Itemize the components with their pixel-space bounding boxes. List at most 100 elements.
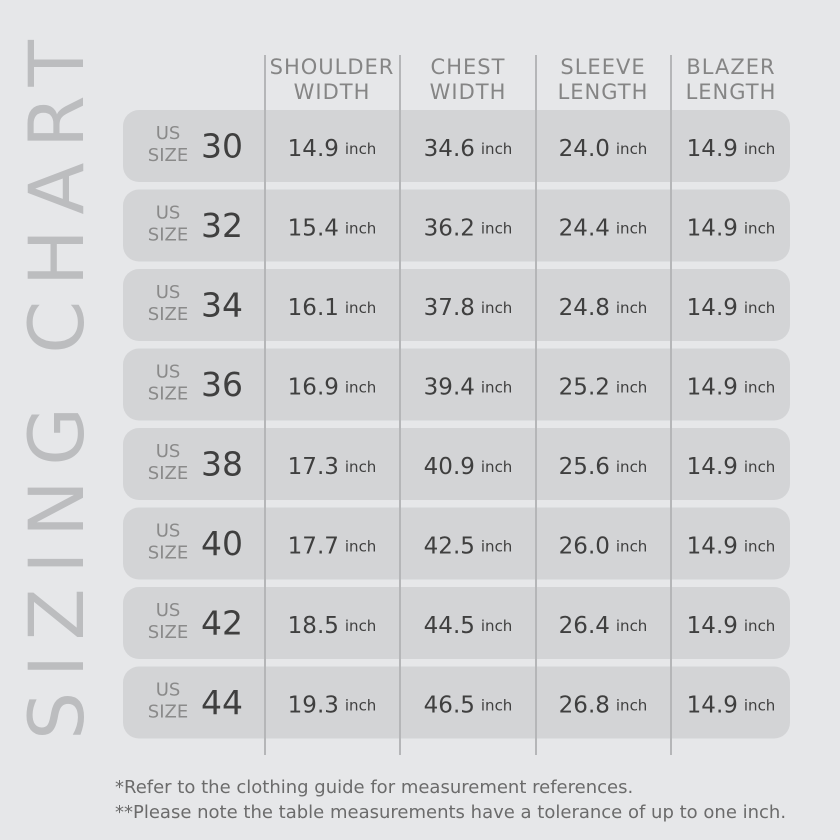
unit: inch — [481, 696, 512, 714]
unit: inch — [744, 299, 775, 317]
unit: inch — [345, 458, 376, 476]
value: 16.1 — [288, 295, 339, 321]
measurement: 14.9 inch — [687, 136, 776, 162]
measurement: 17.7 inch — [288, 533, 377, 559]
unit: inch — [345, 140, 376, 158]
measurement: 26.0 inch — [559, 533, 648, 559]
measurement: 14.9 inch — [687, 613, 776, 639]
size-number: 30 — [201, 127, 243, 166]
unit: inch — [744, 378, 775, 396]
row-background — [123, 189, 790, 262]
value: 26.0 — [559, 533, 610, 559]
us-label: US — [156, 521, 181, 542]
measurement: 39.4 inch — [424, 374, 513, 400]
unit: inch — [616, 617, 647, 635]
value: 26.8 — [559, 692, 610, 718]
column-header: SLEEVE — [560, 55, 645, 79]
footnote: *Refer to the clothing guide for measure… — [115, 777, 633, 798]
value: 24.4 — [559, 215, 610, 241]
value: 14.9 — [288, 136, 339, 162]
measurement: 24.4 inch — [559, 215, 648, 241]
value: 36.2 — [424, 215, 475, 241]
size-number: 44 — [201, 683, 243, 722]
value: 24.8 — [559, 295, 610, 321]
size-label: SIZE — [148, 225, 188, 246]
value: 24.0 — [559, 136, 610, 162]
value: 46.5 — [424, 692, 475, 718]
value: 14.9 — [687, 374, 738, 400]
us-label: US — [156, 282, 181, 303]
title: SIZING CHART — [12, 39, 101, 740]
value: 14.9 — [687, 533, 738, 559]
measurement: 26.4 inch — [559, 613, 648, 639]
value: 44.5 — [424, 613, 475, 639]
measurement: 14.9 inch — [687, 374, 776, 400]
column-header: WIDTH — [294, 80, 371, 104]
unit: inch — [744, 696, 775, 714]
column-header: BLAZER — [686, 55, 775, 79]
size-number: 32 — [201, 206, 243, 245]
unit: inch — [481, 378, 512, 396]
value: 25.2 — [559, 374, 610, 400]
size-number: 36 — [201, 365, 243, 404]
measurement: 15.4 inch — [288, 215, 377, 241]
unit: inch — [345, 219, 376, 237]
value: 17.7 — [288, 533, 339, 559]
unit: inch — [616, 299, 647, 317]
value: 14.9 — [687, 454, 738, 480]
unit: inch — [345, 696, 376, 714]
unit: inch — [345, 537, 376, 555]
value: 40.9 — [424, 454, 475, 480]
value: 14.9 — [687, 295, 738, 321]
measurement: 19.3 inch — [288, 692, 377, 718]
unit: inch — [616, 458, 647, 476]
unit: inch — [481, 299, 512, 317]
unit: inch — [744, 458, 775, 476]
size-number: 42 — [201, 604, 243, 643]
measurement: 36.2 inch — [424, 215, 513, 241]
unit: inch — [481, 617, 512, 635]
unit: inch — [744, 140, 775, 158]
measurement: 17.3 inch — [288, 454, 377, 480]
us-label: US — [156, 680, 181, 701]
measurement: 26.8 inch — [559, 692, 648, 718]
column-header: CHEST — [431, 55, 506, 79]
size-number: 34 — [201, 286, 243, 325]
footnote: **Please note the table measurements hav… — [115, 802, 786, 823]
measurement: 40.9 inch — [424, 454, 513, 480]
row-background — [123, 269, 790, 341]
value: 14.9 — [687, 136, 738, 162]
size-label: SIZE — [148, 384, 188, 405]
us-label: US — [156, 362, 181, 383]
row-background — [123, 666, 790, 739]
row-background — [123, 348, 790, 421]
measurement: 14.9 inch — [687, 454, 776, 480]
value: 25.6 — [559, 454, 610, 480]
measurement: 14.9 inch — [687, 533, 776, 559]
column-header: WIDTH — [430, 80, 507, 104]
unit: inch — [345, 617, 376, 635]
unit: inch — [616, 140, 647, 158]
unit: inch — [481, 219, 512, 237]
row-background — [123, 587, 790, 659]
unit: inch — [481, 537, 512, 555]
measurement: 24.8 inch — [559, 295, 648, 321]
value: 17.3 — [288, 454, 339, 480]
us-label: US — [156, 600, 181, 621]
measurement: 44.5 inch — [424, 613, 513, 639]
unit: inch — [345, 299, 376, 317]
measurement: 14.9 inch — [687, 692, 776, 718]
measurement: 25.6 inch — [559, 454, 648, 480]
size-label: SIZE — [148, 463, 188, 484]
unit: inch — [616, 696, 647, 714]
measurement: 37.8 inch — [424, 295, 513, 321]
value: 14.9 — [687, 215, 738, 241]
measurement: 42.5 inch — [424, 533, 513, 559]
value: 34.6 — [424, 136, 475, 162]
row-background — [123, 110, 790, 182]
measurement: 18.5 inch — [288, 613, 377, 639]
unit: inch — [744, 617, 775, 635]
value: 19.3 — [288, 692, 339, 718]
value: 39.4 — [424, 374, 475, 400]
